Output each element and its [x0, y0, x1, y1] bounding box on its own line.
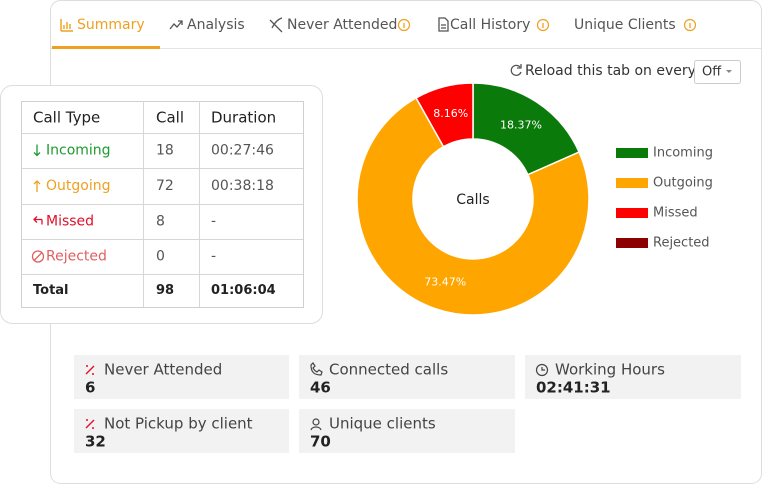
tab[interactable]: Unique Clients: [574, 17, 676, 33]
reload-select[interactable]: [694, 60, 741, 84]
stat-label: Working Hours: [555, 361, 665, 379]
legend-label: Missed: [653, 206, 698, 221]
call-type: Rejected: [46, 249, 107, 265]
call-count: 8: [156, 214, 165, 230]
stat-value: 02:41:31: [536, 379, 611, 397]
call-duration: -: [211, 249, 216, 265]
center-label: Calls: [456, 192, 489, 208]
stat-icon: [85, 365, 95, 375]
tab[interactable]: Call History: [450, 17, 530, 33]
type-icon: [33, 180, 41, 192]
value-label: 18.37%: [500, 118, 542, 131]
table-header: Call Type: [33, 109, 100, 127]
table: Call Type Call Duration Incoming 18 00:27:46 O…: [21, 101, 304, 308]
stat-value: 32: [85, 433, 106, 451]
type-icon: [31, 250, 45, 263]
call-type: Total: [33, 283, 69, 298]
donut-segment: [356, 96, 590, 316]
call-count: 18: [156, 143, 174, 159]
legend-label: Incoming: [653, 146, 713, 161]
stat-card: [74, 355, 289, 399]
tab-icons: [60, 17, 697, 33]
call-type: Outgoing: [46, 178, 110, 194]
stat-label: Connected calls: [329, 361, 448, 379]
legend-swatch: [616, 238, 648, 248]
stat-value: 46: [310, 379, 331, 397]
stat-icon: [310, 418, 322, 431]
legend-label: Rejected: [653, 236, 710, 251]
stat-label: Not Pickup by client: [104, 415, 253, 433]
call-duration: 00:27:46: [211, 143, 274, 159]
legend-swatch: [616, 208, 648, 218]
call-count: 72: [156, 178, 174, 194]
stat-label: Never Attended: [104, 361, 222, 379]
stat-value: 70: [310, 433, 331, 451]
tab[interactable]: Analysis: [187, 17, 245, 33]
call-count: 0: [156, 249, 165, 265]
type-icon: [33, 216, 43, 225]
call-count: 98: [156, 283, 174, 298]
value-label: 8.16%: [433, 107, 468, 120]
call-type: Missed: [46, 214, 94, 230]
call-duration: 01:06:04: [211, 283, 276, 298]
type-icon: [33, 252, 43, 261]
stat-icon: [310, 362, 323, 376]
legend-label: Outgoing: [653, 176, 713, 191]
donut-chart: 18.37% 73.47% 8.16% Calls Incoming Outgoing Mi…: [356, 82, 713, 316]
stat-card: [299, 355, 515, 399]
legend-swatch: [616, 178, 648, 188]
table-header: Call: [156, 109, 184, 127]
stat-label: Unique clients: [329, 415, 436, 433]
tab[interactable]: Never Attended: [287, 17, 397, 33]
stat-value: 6: [85, 379, 95, 397]
table-header: Duration: [211, 109, 276, 127]
reload-value: Off: [702, 65, 722, 80]
call-duration: 00:38:18: [211, 178, 274, 194]
tab-underline: [52, 46, 160, 49]
stat-card: [74, 409, 289, 453]
type-icon: [33, 144, 41, 157]
value-label: 73.47%: [424, 276, 466, 289]
tab[interactable]: Summary: [77, 17, 145, 33]
call-type: Incoming: [46, 143, 111, 159]
call-duration: -: [211, 214, 216, 230]
select-caret: [726, 70, 732, 73]
legend-swatch: [616, 148, 648, 158]
donut-segment: [415, 82, 474, 148]
reload-icon: [510, 64, 522, 76]
stat-icon: [85, 419, 95, 429]
stat-card: [299, 409, 515, 453]
reload-label: Reload this tab on every: [525, 63, 696, 79]
stat-icon: [535, 363, 549, 377]
stat-card: [525, 355, 741, 399]
